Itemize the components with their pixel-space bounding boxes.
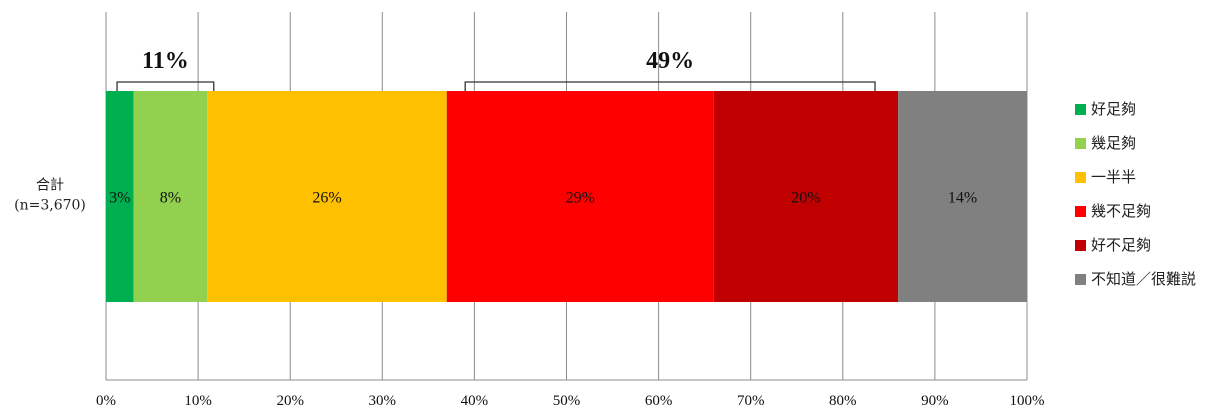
category-label: 合計 (36, 178, 64, 194)
x-axis: 0% 10% 20% 30% 40% 50% 60% 70% 80% 90% 100% (96, 379, 1045, 409)
x-tick-label: 10% (184, 393, 212, 409)
x-tick-label: 100% (1010, 393, 1045, 409)
legend-label: 幾足夠 (1091, 134, 1136, 152)
bracket-label: 49% (646, 48, 694, 74)
legend-label: 幾不足夠 (1091, 202, 1151, 220)
x-tick-label: 80% (829, 393, 857, 409)
bracket (116, 81, 215, 91)
bar-segment (106, 91, 134, 302)
bar-segment (898, 91, 1027, 302)
x-tick-label: 70% (737, 393, 765, 409)
x-tick-label: 40% (461, 393, 489, 409)
bracket-annotations: 11% 49% (116, 48, 876, 91)
category-sublabel: (n=3,670) (14, 198, 86, 214)
legend-swatch (1075, 104, 1086, 115)
segment-label: 14% (948, 190, 977, 207)
legend-swatch (1075, 138, 1086, 149)
legend-label: 好不足夠 (1091, 236, 1151, 254)
bracket (464, 81, 876, 91)
segment-label: 26% (312, 190, 341, 207)
segment-label: 29% (566, 190, 595, 207)
legend-swatch (1075, 274, 1086, 285)
x-tick-label: 50% (553, 393, 581, 409)
legend-swatch (1075, 240, 1086, 251)
x-tick-label: 30% (369, 393, 397, 409)
segment-labels: 3% 8% 26% 29% 20% 14% (109, 190, 977, 207)
bar-segment (133, 91, 208, 302)
bar-segments (106, 91, 1027, 302)
legend-label: 不知道／很難説 (1091, 270, 1196, 288)
segment-label: 20% (791, 190, 820, 207)
legend-swatch (1075, 206, 1086, 217)
bar-segment (446, 91, 714, 302)
legend-swatch (1075, 172, 1086, 183)
legend-label: 一半半 (1091, 168, 1136, 186)
segment-label: 8% (160, 190, 181, 207)
x-tick-label: 60% (645, 393, 673, 409)
bar-segment (713, 91, 899, 302)
bar-segment (207, 91, 447, 302)
x-tick-label: 20% (276, 393, 304, 409)
x-tick-label: 90% (921, 393, 949, 409)
legend-label: 好足夠 (1091, 100, 1136, 118)
segment-label: 3% (109, 190, 130, 207)
bracket-label: 11% (142, 48, 189, 74)
category-labels: 合計 (n=3,670) (14, 178, 86, 214)
x-tick-label: 0% (96, 393, 116, 409)
